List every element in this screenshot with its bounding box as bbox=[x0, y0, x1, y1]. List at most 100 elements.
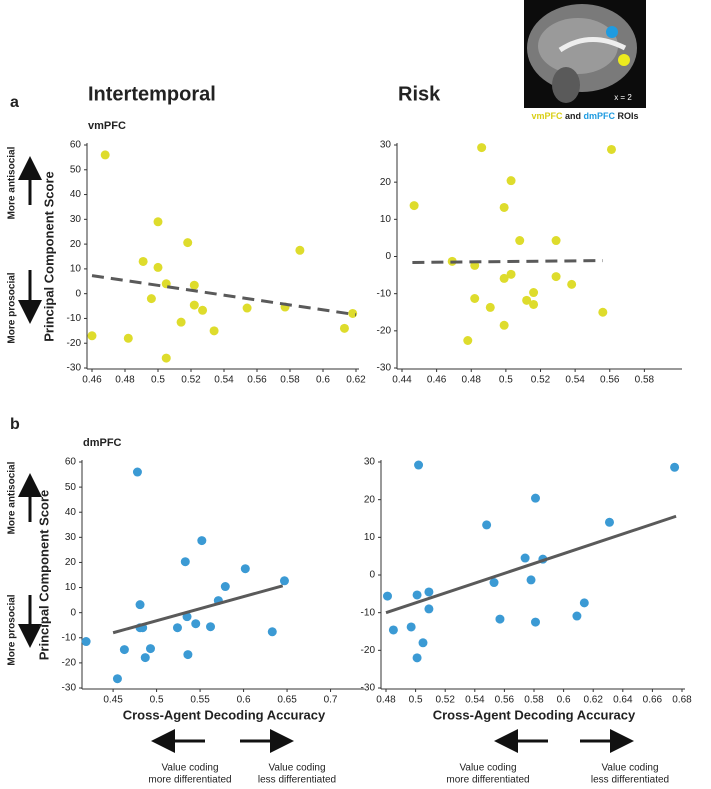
y-axis-label: Principal Component Score bbox=[41, 171, 56, 341]
data-point bbox=[567, 279, 577, 289]
caption-and: and bbox=[565, 111, 581, 121]
x-axis-label: Cross-Agent Decoding Accuracy bbox=[433, 707, 636, 722]
side-annotation: More prosocial bbox=[7, 594, 18, 665]
data-point bbox=[189, 280, 199, 290]
y-tick-label: 60 bbox=[70, 140, 82, 151]
data-point bbox=[132, 467, 142, 477]
bottom-annotation: more differentiated bbox=[446, 775, 529, 786]
caption-vmpfc: vmPFC bbox=[531, 111, 563, 121]
y-tick-label: -30 bbox=[62, 683, 77, 694]
x-tick-label: 0.6 bbox=[237, 695, 251, 706]
data-point bbox=[529, 299, 539, 309]
data-point bbox=[414, 460, 424, 470]
data-point bbox=[100, 150, 110, 160]
region-label: dmPFC bbox=[83, 437, 122, 449]
x-tick-label: 0.66 bbox=[643, 695, 663, 706]
data-point bbox=[579, 598, 589, 608]
x-tick-label: 0.56 bbox=[600, 375, 620, 386]
data-point bbox=[339, 323, 349, 333]
y-tick-label: 40 bbox=[70, 189, 82, 200]
x-tick-label: 0.45 bbox=[103, 695, 123, 706]
y-tick-label: -20 bbox=[67, 338, 82, 349]
data-point bbox=[515, 236, 525, 246]
data-point bbox=[530, 493, 540, 503]
x-tick-label: 0.48 bbox=[376, 695, 396, 706]
x-tick-label: 0.46 bbox=[427, 375, 447, 386]
x-tick-label: 0.5 bbox=[150, 695, 164, 706]
x-tick-label: 0.58 bbox=[280, 375, 300, 386]
x-tick-label: 0.52 bbox=[435, 695, 455, 706]
data-point bbox=[198, 305, 208, 315]
x-tick-label: 0.62 bbox=[346, 375, 366, 386]
data-point bbox=[146, 294, 156, 304]
data-point bbox=[172, 623, 182, 633]
data-point bbox=[153, 262, 163, 272]
data-point bbox=[495, 614, 505, 624]
x-tick-label: 0.7 bbox=[324, 695, 338, 706]
y-tick-label: 20 bbox=[70, 239, 82, 250]
y-tick-label: -20 bbox=[377, 325, 392, 336]
data-point bbox=[506, 269, 516, 279]
panel-label: a bbox=[10, 94, 19, 111]
y-tick-label: 30 bbox=[65, 532, 77, 543]
x-tick-label: 0.44 bbox=[392, 375, 412, 386]
data-point bbox=[220, 582, 230, 592]
x-tick-label: 0.56 bbox=[495, 695, 515, 706]
data-point bbox=[388, 625, 398, 635]
y-tick-label: -20 bbox=[361, 645, 376, 656]
x-tick-label: 0.65 bbox=[277, 695, 297, 706]
trend-line bbox=[412, 259, 603, 264]
data-point bbox=[140, 653, 150, 663]
inset-caption: vmPFC and dmPFC ROIs bbox=[531, 111, 638, 121]
y-tick-label: 20 bbox=[65, 557, 77, 568]
data-point bbox=[119, 645, 129, 655]
y-tick-label: -10 bbox=[361, 607, 376, 618]
bottom-annotation: less differentiated bbox=[591, 775, 669, 786]
x-tick-label: 0.5 bbox=[499, 375, 513, 386]
y-tick-label: -20 bbox=[62, 658, 77, 669]
x-tick-label: 0.5 bbox=[151, 375, 165, 386]
data-point bbox=[209, 326, 219, 336]
data-point bbox=[604, 517, 614, 527]
data-point bbox=[412, 653, 422, 663]
column-title: Risk bbox=[398, 83, 441, 105]
side-arrows-a: More antisocial More prosocial bbox=[7, 146, 42, 344]
side-annotation: More antisocial bbox=[7, 461, 18, 534]
y-axis-label: Principal Component Score bbox=[36, 490, 51, 660]
data-point bbox=[606, 144, 616, 154]
caption-rois: ROIs bbox=[618, 111, 639, 121]
bottom-annotation: Value coding bbox=[601, 763, 658, 774]
data-point bbox=[424, 587, 434, 597]
x-tick-label: 0.58 bbox=[635, 375, 655, 386]
data-point bbox=[598, 307, 608, 317]
data-point bbox=[670, 462, 680, 472]
x-axis-label: Cross-Agent Decoding Accuracy bbox=[123, 707, 326, 722]
y-tick-label: 50 bbox=[65, 482, 77, 493]
data-point bbox=[112, 674, 122, 684]
y-tick-label: -10 bbox=[377, 288, 392, 299]
data-point bbox=[279, 576, 289, 586]
x-tick-label: 0.52 bbox=[181, 375, 201, 386]
data-point bbox=[87, 331, 97, 341]
y-tick-label: 20 bbox=[364, 494, 376, 505]
data-point bbox=[520, 553, 530, 563]
data-point bbox=[176, 317, 186, 327]
scatter-chart: -30 -20 -10 0 10 20 30 0.48 0.5 0.52 0.54 0.56 0.58 0… bbox=[361, 457, 693, 723]
trend-line bbox=[91, 274, 357, 317]
data-point bbox=[506, 176, 516, 186]
data-point bbox=[189, 300, 199, 310]
y-tick-label: 40 bbox=[65, 507, 77, 518]
data-point bbox=[418, 638, 428, 648]
y-tick-label: 0 bbox=[369, 570, 375, 581]
x-tick-label: 0.48 bbox=[115, 375, 135, 386]
side-arrows-b: More antisocial More prosocial bbox=[7, 461, 42, 666]
y-tick-label: 60 bbox=[65, 457, 77, 468]
data-point bbox=[412, 590, 422, 600]
x-tick-label: 0.6 bbox=[557, 695, 571, 706]
y-tick-label: -10 bbox=[67, 313, 82, 324]
inset-slice: x = 2 bbox=[614, 93, 632, 102]
data-point bbox=[526, 575, 536, 585]
data-point bbox=[161, 353, 171, 363]
x-tick-label: 0.62 bbox=[583, 695, 603, 706]
